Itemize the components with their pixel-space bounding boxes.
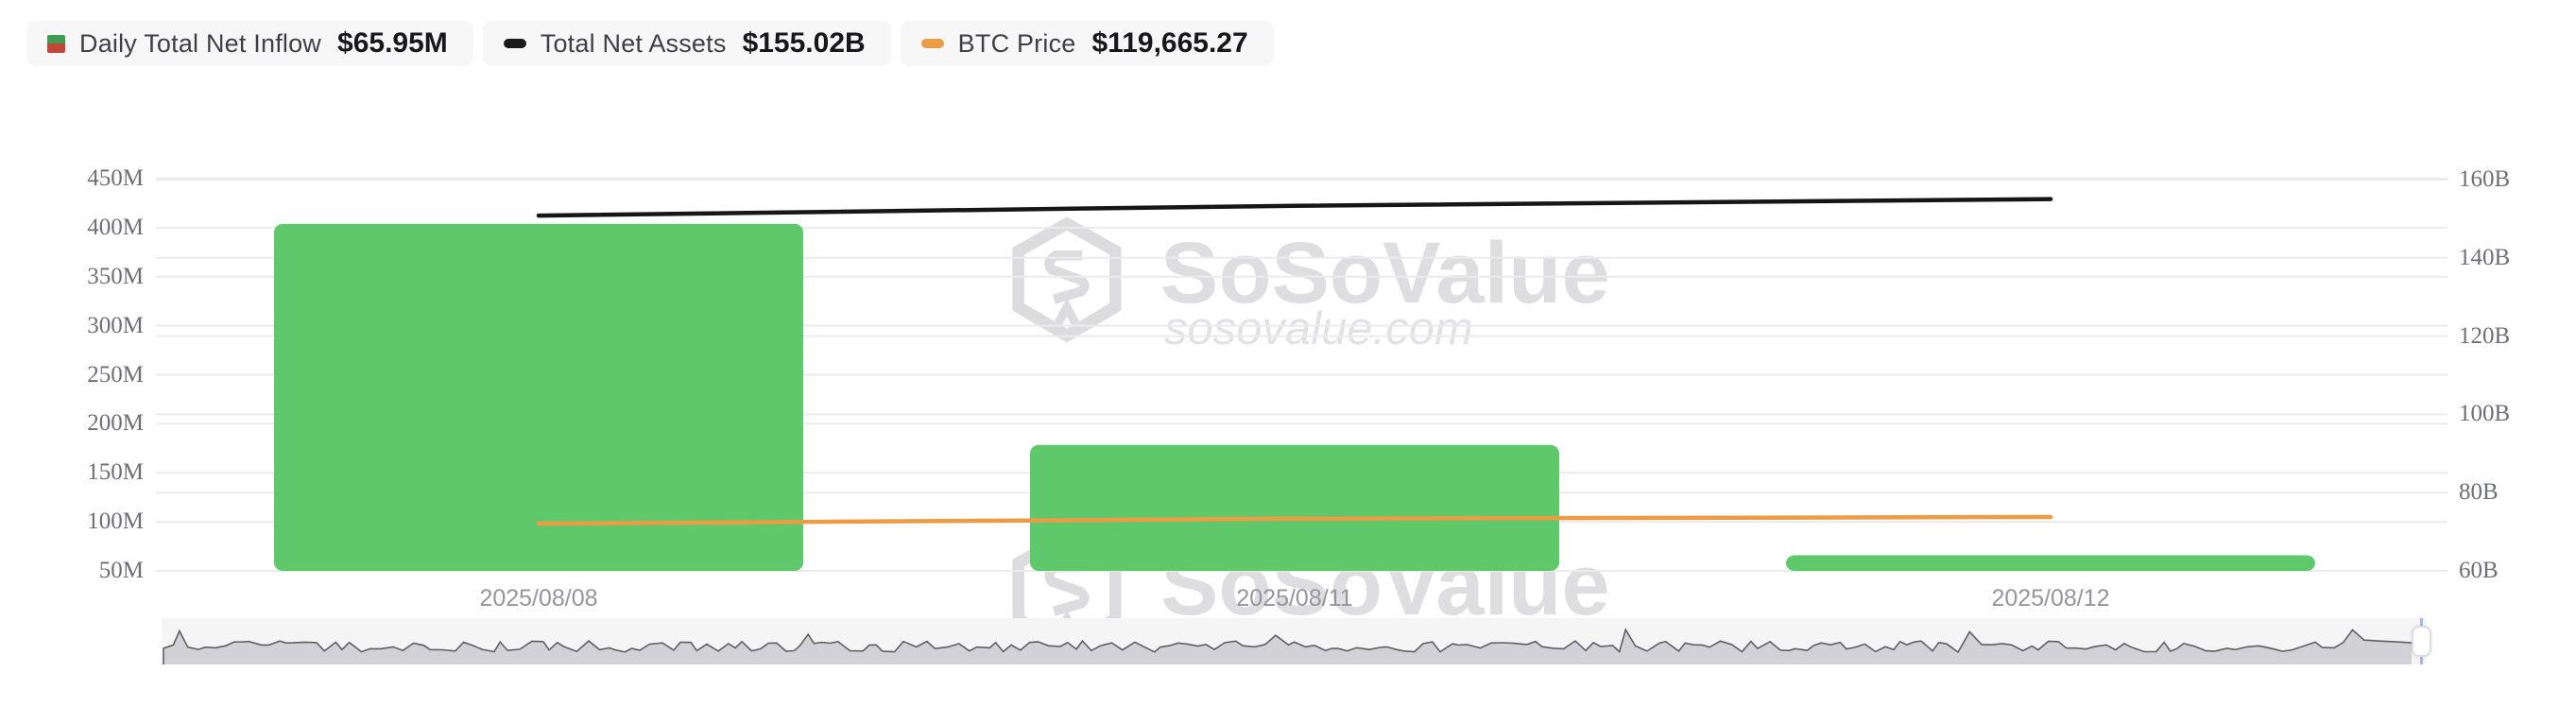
orange-dash-icon <box>920 39 944 48</box>
left-axis-tick-350M: 350M <box>87 263 144 289</box>
left-axis-tick-50M: 50M <box>98 558 144 583</box>
sosovalue-shield-icon <box>1012 216 1122 343</box>
left-axis-tick-100M: 100M <box>87 509 144 535</box>
datazoom-scrubber[interactable] <box>162 618 2426 664</box>
right-axis-tick-80B: 80B <box>2459 479 2499 506</box>
minimap-area-chart <box>163 628 2413 664</box>
x-axis-date-2025/08/12: 2025/08/12 <box>1991 585 2110 612</box>
right-axis-tick-60B: 60B <box>2459 558 2499 583</box>
watermark-brand-text: SoSoValue <box>1160 225 1610 321</box>
net-inflow-bar-2025/08/12[interactable] <box>1786 555 2315 571</box>
legend-value: $155.02B <box>742 27 866 59</box>
chart-legend: Daily Total Net Inflow $65.95M Total Net… <box>26 21 1274 66</box>
right-axis-tick-100B: 100B <box>2459 401 2511 427</box>
legend-item-total-net-assets[interactable]: Total Net Assets $155.02B <box>482 21 891 66</box>
left-axis-tick-150M: 150M <box>87 459 144 486</box>
legend-item-btc-price[interactable]: BTC Price $119,665.27 <box>900 21 1274 66</box>
left-axis-tick-300M: 300M <box>87 312 144 338</box>
minimap-fill <box>163 629 2412 664</box>
left-axis-tick-450M: 450M <box>87 165 144 191</box>
legend-label: BTC Price <box>957 28 1076 58</box>
black-dash-icon <box>503 39 526 48</box>
btc-price-line[interactable] <box>536 514 2053 526</box>
inflow-outflow-icon <box>47 34 65 53</box>
right-axis-tick-140B: 140B <box>2459 244 2511 270</box>
x-axis-date-2025/08/08: 2025/08/08 <box>479 585 598 612</box>
left-axis-tick-250M: 250M <box>87 361 144 388</box>
legend-value: $119,665.27 <box>1091 27 1248 59</box>
watermark-domain-text: sosovalue.com <box>1164 303 1473 354</box>
left-axis-tick-400M: 400M <box>87 214 144 240</box>
total-net-assets-line[interactable] <box>536 197 2053 218</box>
right-axis-tick-120B: 120B <box>2459 322 2511 349</box>
right-axis-tick-160B: 160B <box>2459 166 2511 192</box>
datazoom-right-handle-icon[interactable] <box>2412 626 2431 657</box>
legend-item-daily-net-inflow[interactable]: Daily Total Net Inflow $65.95M <box>26 21 473 66</box>
legend-label: Daily Total Net Inflow <box>79 28 322 58</box>
net-inflow-bar-2025/08/11[interactable] <box>1030 444 1559 571</box>
net-inflow-bar-2025/08/08[interactable] <box>274 223 803 572</box>
legend-label: Total Net Assets <box>540 28 727 58</box>
legend-value: $65.95M <box>337 27 448 59</box>
minimap-outline <box>163 628 2413 664</box>
left-axis-tick-200M: 200M <box>87 410 144 437</box>
x-axis-date-2025/08/11: 2025/08/11 <box>1236 585 1353 612</box>
